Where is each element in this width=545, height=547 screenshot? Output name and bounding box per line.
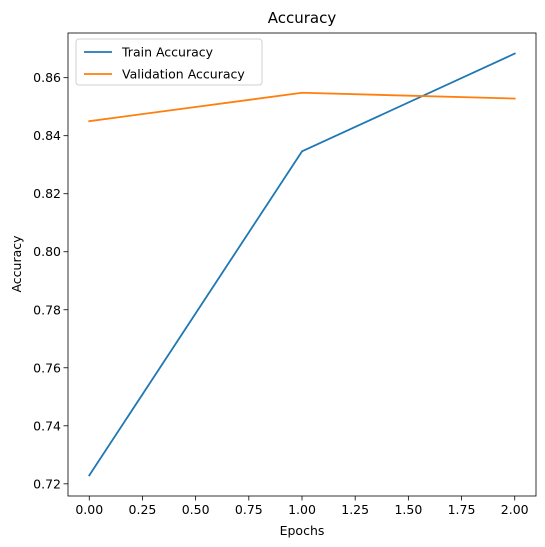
y-tick-label: 0.74 — [33, 418, 61, 433]
x-tick-label: 0.25 — [129, 502, 157, 517]
y-tick-label: 0.78 — [33, 302, 61, 317]
y-tick-label: 0.80 — [33, 244, 61, 259]
x-tick-label: 2.00 — [501, 502, 529, 517]
y-tick-label: 0.72 — [33, 476, 61, 491]
chart-title: Accuracy — [268, 9, 337, 27]
legend: Train Accuracy Validation Accuracy — [75, 38, 263, 86]
series-line-validation — [88, 91, 516, 123]
legend-label: Train Accuracy — [121, 45, 214, 60]
x-tick-label: 0.00 — [75, 502, 103, 517]
x-axis-label: Epochs — [280, 523, 325, 538]
x-axis: 0.00 0.25 0.50 0.75 1.00 1.25 1.50 1.75 2.00 — [75, 496, 529, 517]
y-tick-label: 0.86 — [33, 70, 61, 85]
y-axis: 0.72 0.74 0.76 0.78 0.80 0.82 0.84 0.86 — [33, 70, 68, 491]
x-tick-label: 1.00 — [288, 502, 316, 517]
x-tick-label: 1.50 — [394, 502, 422, 517]
x-tick-label: 1.75 — [448, 502, 476, 517]
series-lines — [88, 52, 516, 477]
y-tick-label: 0.76 — [33, 360, 61, 375]
legend-label: Validation Accuracy — [122, 67, 245, 82]
series-line-train — [88, 52, 516, 477]
plot-frame — [67, 32, 537, 497]
x-tick-label: 1.25 — [341, 502, 369, 517]
y-tick-label: 0.82 — [33, 186, 61, 201]
y-tick-label: 0.84 — [33, 128, 61, 143]
x-tick-label: 0.50 — [182, 502, 210, 517]
x-tick-label: 0.75 — [235, 502, 263, 517]
legend-box — [75, 38, 263, 86]
y-axis-label: Accuracy — [9, 235, 24, 293]
